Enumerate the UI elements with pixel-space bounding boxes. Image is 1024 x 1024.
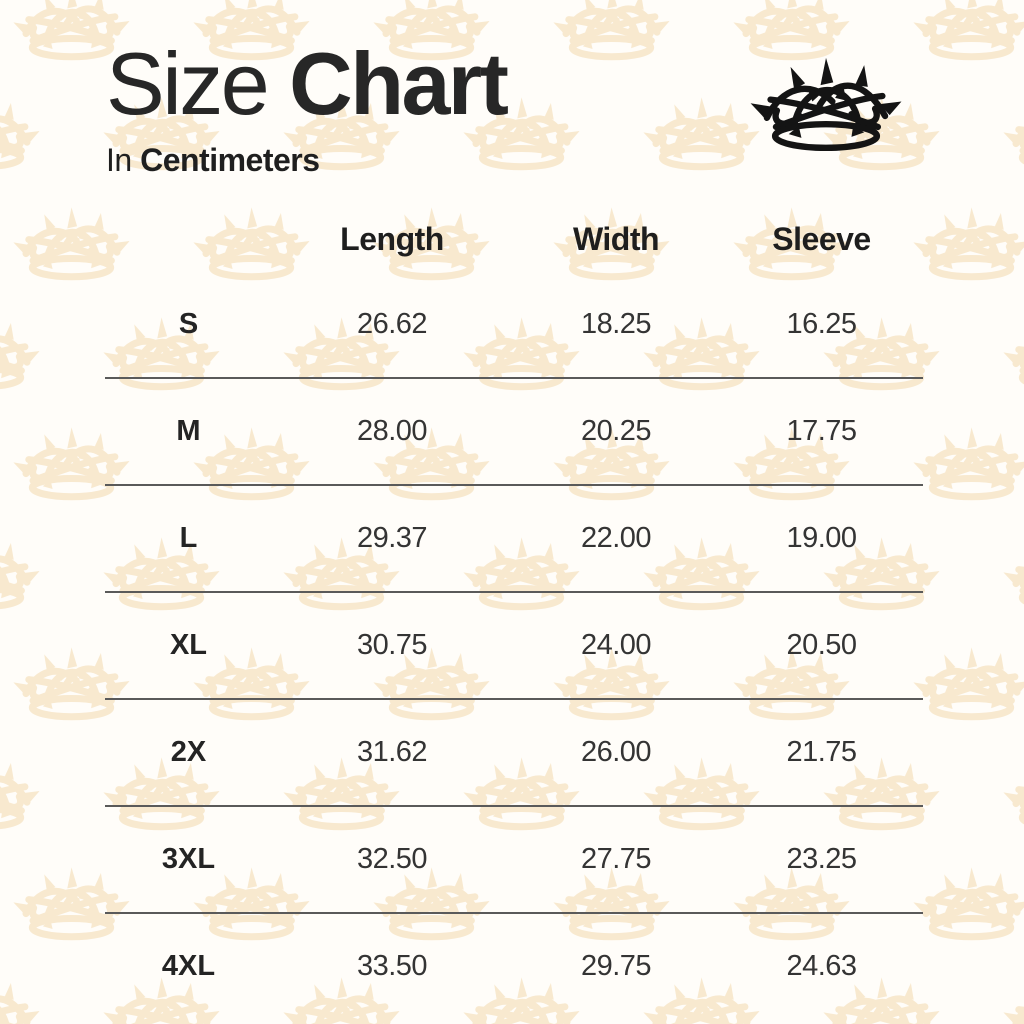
size-table: Length Width Sleeve S 26.62 18.25 16.25 … [105, 206, 923, 1019]
sleeve-value: 19.00 [786, 522, 857, 554]
size-label: 4XL [161, 950, 216, 982]
width-value: 26.00 [580, 736, 652, 768]
size-label: S [178, 308, 199, 340]
subtitle-word-in: In [106, 142, 132, 178]
length-value: 32.50 [356, 843, 428, 875]
table-row: 4XL 33.50 29.75 24.63 [105, 914, 923, 1019]
length-value: 26.62 [356, 308, 428, 340]
width-value: 18.25 [580, 308, 652, 340]
sleeve-value: 20.50 [786, 629, 857, 661]
table-row: 2X 31.62 26.00 21.75 [105, 700, 923, 807]
header-length: Length [340, 220, 444, 257]
table-row: XL 30.75 24.00 20.50 [105, 593, 923, 700]
width-value: 29.75 [580, 950, 652, 982]
width-value: 20.25 [580, 415, 652, 447]
header-width: Width [572, 220, 660, 257]
sleeve-value: 23.25 [786, 843, 857, 875]
size-label: L [179, 522, 198, 554]
width-value: 22.00 [580, 522, 652, 554]
page-title: Size Chart [106, 40, 509, 128]
header-sleeve: Sleeve [772, 220, 871, 257]
table-header-row: Length Width Sleeve [105, 206, 923, 272]
table-row: 3XL 32.50 27.75 23.25 [105, 807, 923, 914]
length-value: 30.75 [356, 629, 428, 661]
subtitle-word-centimeters: Centimeters [140, 142, 320, 178]
crown-logo-icon [746, 56, 906, 156]
length-value: 28.00 [356, 415, 428, 447]
size-label: M [176, 415, 201, 447]
length-value: 31.62 [356, 736, 428, 768]
size-label: XL [169, 629, 208, 661]
width-value: 27.75 [580, 843, 652, 875]
length-value: 33.50 [356, 950, 428, 982]
sleeve-value: 16.25 [786, 308, 857, 340]
sleeve-value: 24.63 [786, 950, 857, 982]
size-label: 3XL [161, 843, 216, 875]
table-row: M 28.00 20.25 17.75 [105, 379, 923, 486]
width-value: 24.00 [580, 629, 652, 661]
sleeve-value: 17.75 [786, 415, 857, 447]
table-row: L 29.37 22.00 19.00 [105, 486, 923, 593]
header: Size Chart In Centimeters [106, 40, 509, 179]
page-subtitle: In Centimeters [106, 142, 506, 179]
table-row: S 26.62 18.25 16.25 [105, 272, 923, 379]
size-label: 2X [170, 736, 207, 768]
title-word-chart: Chart [289, 34, 509, 133]
length-value: 29.37 [356, 522, 428, 554]
sleeve-value: 21.75 [786, 736, 857, 768]
title-word-size: Size [106, 34, 270, 133]
